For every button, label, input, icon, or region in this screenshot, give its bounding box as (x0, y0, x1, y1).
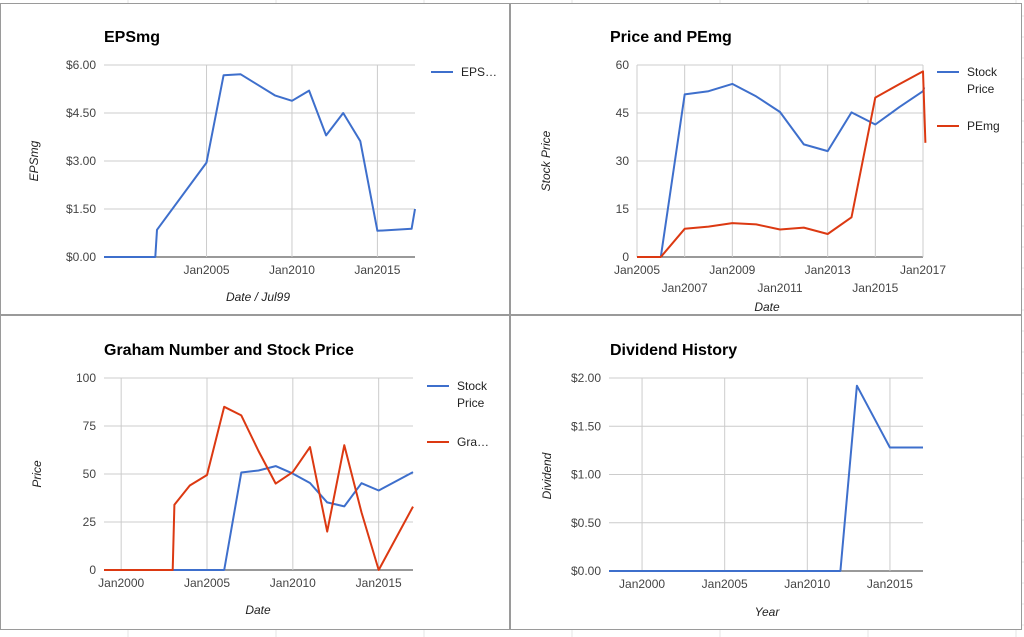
eps-y-tick-label: $3.00 (66, 154, 96, 168)
eps-y-tick-label: $4.50 (66, 106, 96, 120)
price-pemg-x-tick-label: Jan2015 (852, 281, 898, 295)
price-pemg-x-axis-title: Date (754, 300, 780, 314)
eps-legend-label: EPS… (461, 65, 497, 79)
price-pemg-x-tick-label: Jan2013 (805, 263, 851, 277)
eps-y-tick-label: $0.00 (66, 250, 96, 264)
eps-x-tick-label: Jan2010 (269, 263, 315, 277)
dividend-y-tick-label: $1.50 (571, 419, 601, 433)
price-pemg-legend-label: Price (967, 82, 995, 96)
price-pemg-y-axis-title: Stock Price (539, 130, 553, 191)
eps-chart-panel[interactable]: EPSmg Jan2005 Jan2010 Jan2015 $0.00 $1.50 $3… (0, 3, 510, 315)
dividend-y-tick-label: $1.00 (571, 468, 601, 482)
graham-y-axis-title: Price (30, 460, 44, 488)
graham-x-axis-title: Date (245, 603, 271, 617)
price-pemg-series-line-2 (637, 70, 927, 258)
dividend-chart-title: Dividend History (610, 342, 737, 359)
graham-chart-panel[interactable]: Graham Number and Stock Price Jan2000 Jan… (0, 315, 510, 630)
dividend-x-tick-label: Jan2015 (867, 577, 913, 591)
eps-chart: EPSmg Jan2005 Jan2010 Jan2015 $0.00 $1.50 $3… (27, 29, 497, 304)
graham-y-tick-label: 75 (83, 419, 97, 433)
graham-y-tick-label: 50 (83, 467, 97, 481)
graham-series-line-1 (104, 465, 414, 571)
eps-chart-title: EPSmg (104, 29, 160, 46)
eps-x-axis-title: Date / Jul99 (226, 290, 290, 304)
price-pemg-legend-label: PEmg (967, 119, 1000, 133)
price-pemg-y-tick-label: 45 (616, 106, 630, 120)
graham-legend-label: Stock (457, 379, 488, 393)
price-pemg-y-tick-label: 60 (616, 58, 630, 72)
graham-legend-label: Price (457, 396, 485, 410)
price-pemg-chart: Price and PEmg Jan2005Jan2007Jan2009Jan2… (539, 29, 1000, 314)
price-pemg-y-tick-label: 15 (616, 202, 630, 216)
graham-y-tick-label: 100 (76, 371, 96, 385)
price-pemg-x-tick-label: Jan2005 (614, 263, 660, 277)
graham-x-tick-label: Jan2000 (98, 576, 144, 590)
dividend-y-tick-label: $0.50 (571, 516, 601, 530)
price-pemg-x-tick-label: Jan2009 (709, 263, 755, 277)
graham-chart-title: Graham Number and Stock Price (104, 342, 354, 359)
price-pemg-legend-item-2[interactable]: PEmg (937, 119, 1000, 133)
price-pemg-legend-label: Stock (967, 65, 998, 79)
price-pemg-x-tick-label: Jan2007 (662, 281, 708, 295)
eps-series-line-1 (104, 73, 416, 258)
price-pemg-x-tick-label: Jan2011 (757, 281, 802, 295)
price-pemg-chart-title: Price and PEmg (610, 29, 732, 46)
price-pemg-chart-panel[interactable]: Price and PEmg Jan2005 Jan2007 Jan2009 Jan2… (510, 3, 1022, 315)
graham-x-tick-label: Jan2010 (270, 576, 316, 590)
eps-y-axis-title: EPSmg (27, 140, 41, 181)
eps-x-tick-label: Jan2015 (354, 263, 400, 277)
graham-x-tick-label: Jan2015 (356, 576, 402, 590)
dividend-x-tick-label: Jan2010 (784, 577, 830, 591)
graham-chart: Graham Number and Stock Price Jan2000 Jan… (30, 342, 489, 617)
dividend-x-tick-label: Jan2000 (619, 577, 665, 591)
dividend-y-tick-label: $2.00 (571, 371, 601, 385)
dividend-chart: Dividend History Jan2000 Jan2005 Jan2010 Ja… (540, 342, 923, 619)
price-pemg-legend-item-1[interactable]: Stock Price (937, 65, 998, 96)
eps-y-tick-label: $1.50 (66, 202, 96, 216)
graham-x-tick-label: Jan2005 (184, 576, 230, 590)
dividend-x-tick-label: Jan2005 (702, 577, 748, 591)
eps-y-tick-label: $6.00 (66, 58, 96, 72)
price-pemg-y-tick-label: 0 (622, 250, 629, 264)
price-pemg-y-tick-label: 30 (616, 154, 630, 168)
graham-y-tick-label: 0 (89, 563, 96, 577)
graham-legend-label: Gra… (457, 435, 489, 449)
dividend-y-tick-label: $0.00 (571, 564, 601, 578)
price-pemg-x-tick-label: Jan2017 (900, 263, 946, 277)
graham-series-line-2 (104, 405, 414, 571)
graham-legend-item-2[interactable]: Gra… (427, 435, 489, 449)
dividend-chart-panel[interactable]: Dividend History Jan2000 Jan2005 Jan2010 Ja… (510, 315, 1022, 630)
dividend-series-line-1 (609, 384, 923, 572)
dividend-y-axis-title: Dividend (540, 452, 554, 499)
dividend-x-axis-title: Year (755, 605, 781, 619)
eps-x-tick-label: Jan2005 (184, 263, 230, 277)
graham-y-tick-label: 25 (83, 515, 97, 529)
price-pemg-series-line-1 (637, 82, 926, 258)
eps-legend-item-1[interactable]: EPS… (431, 65, 497, 79)
graham-legend-item-1[interactable]: Stock Price (427, 379, 488, 410)
